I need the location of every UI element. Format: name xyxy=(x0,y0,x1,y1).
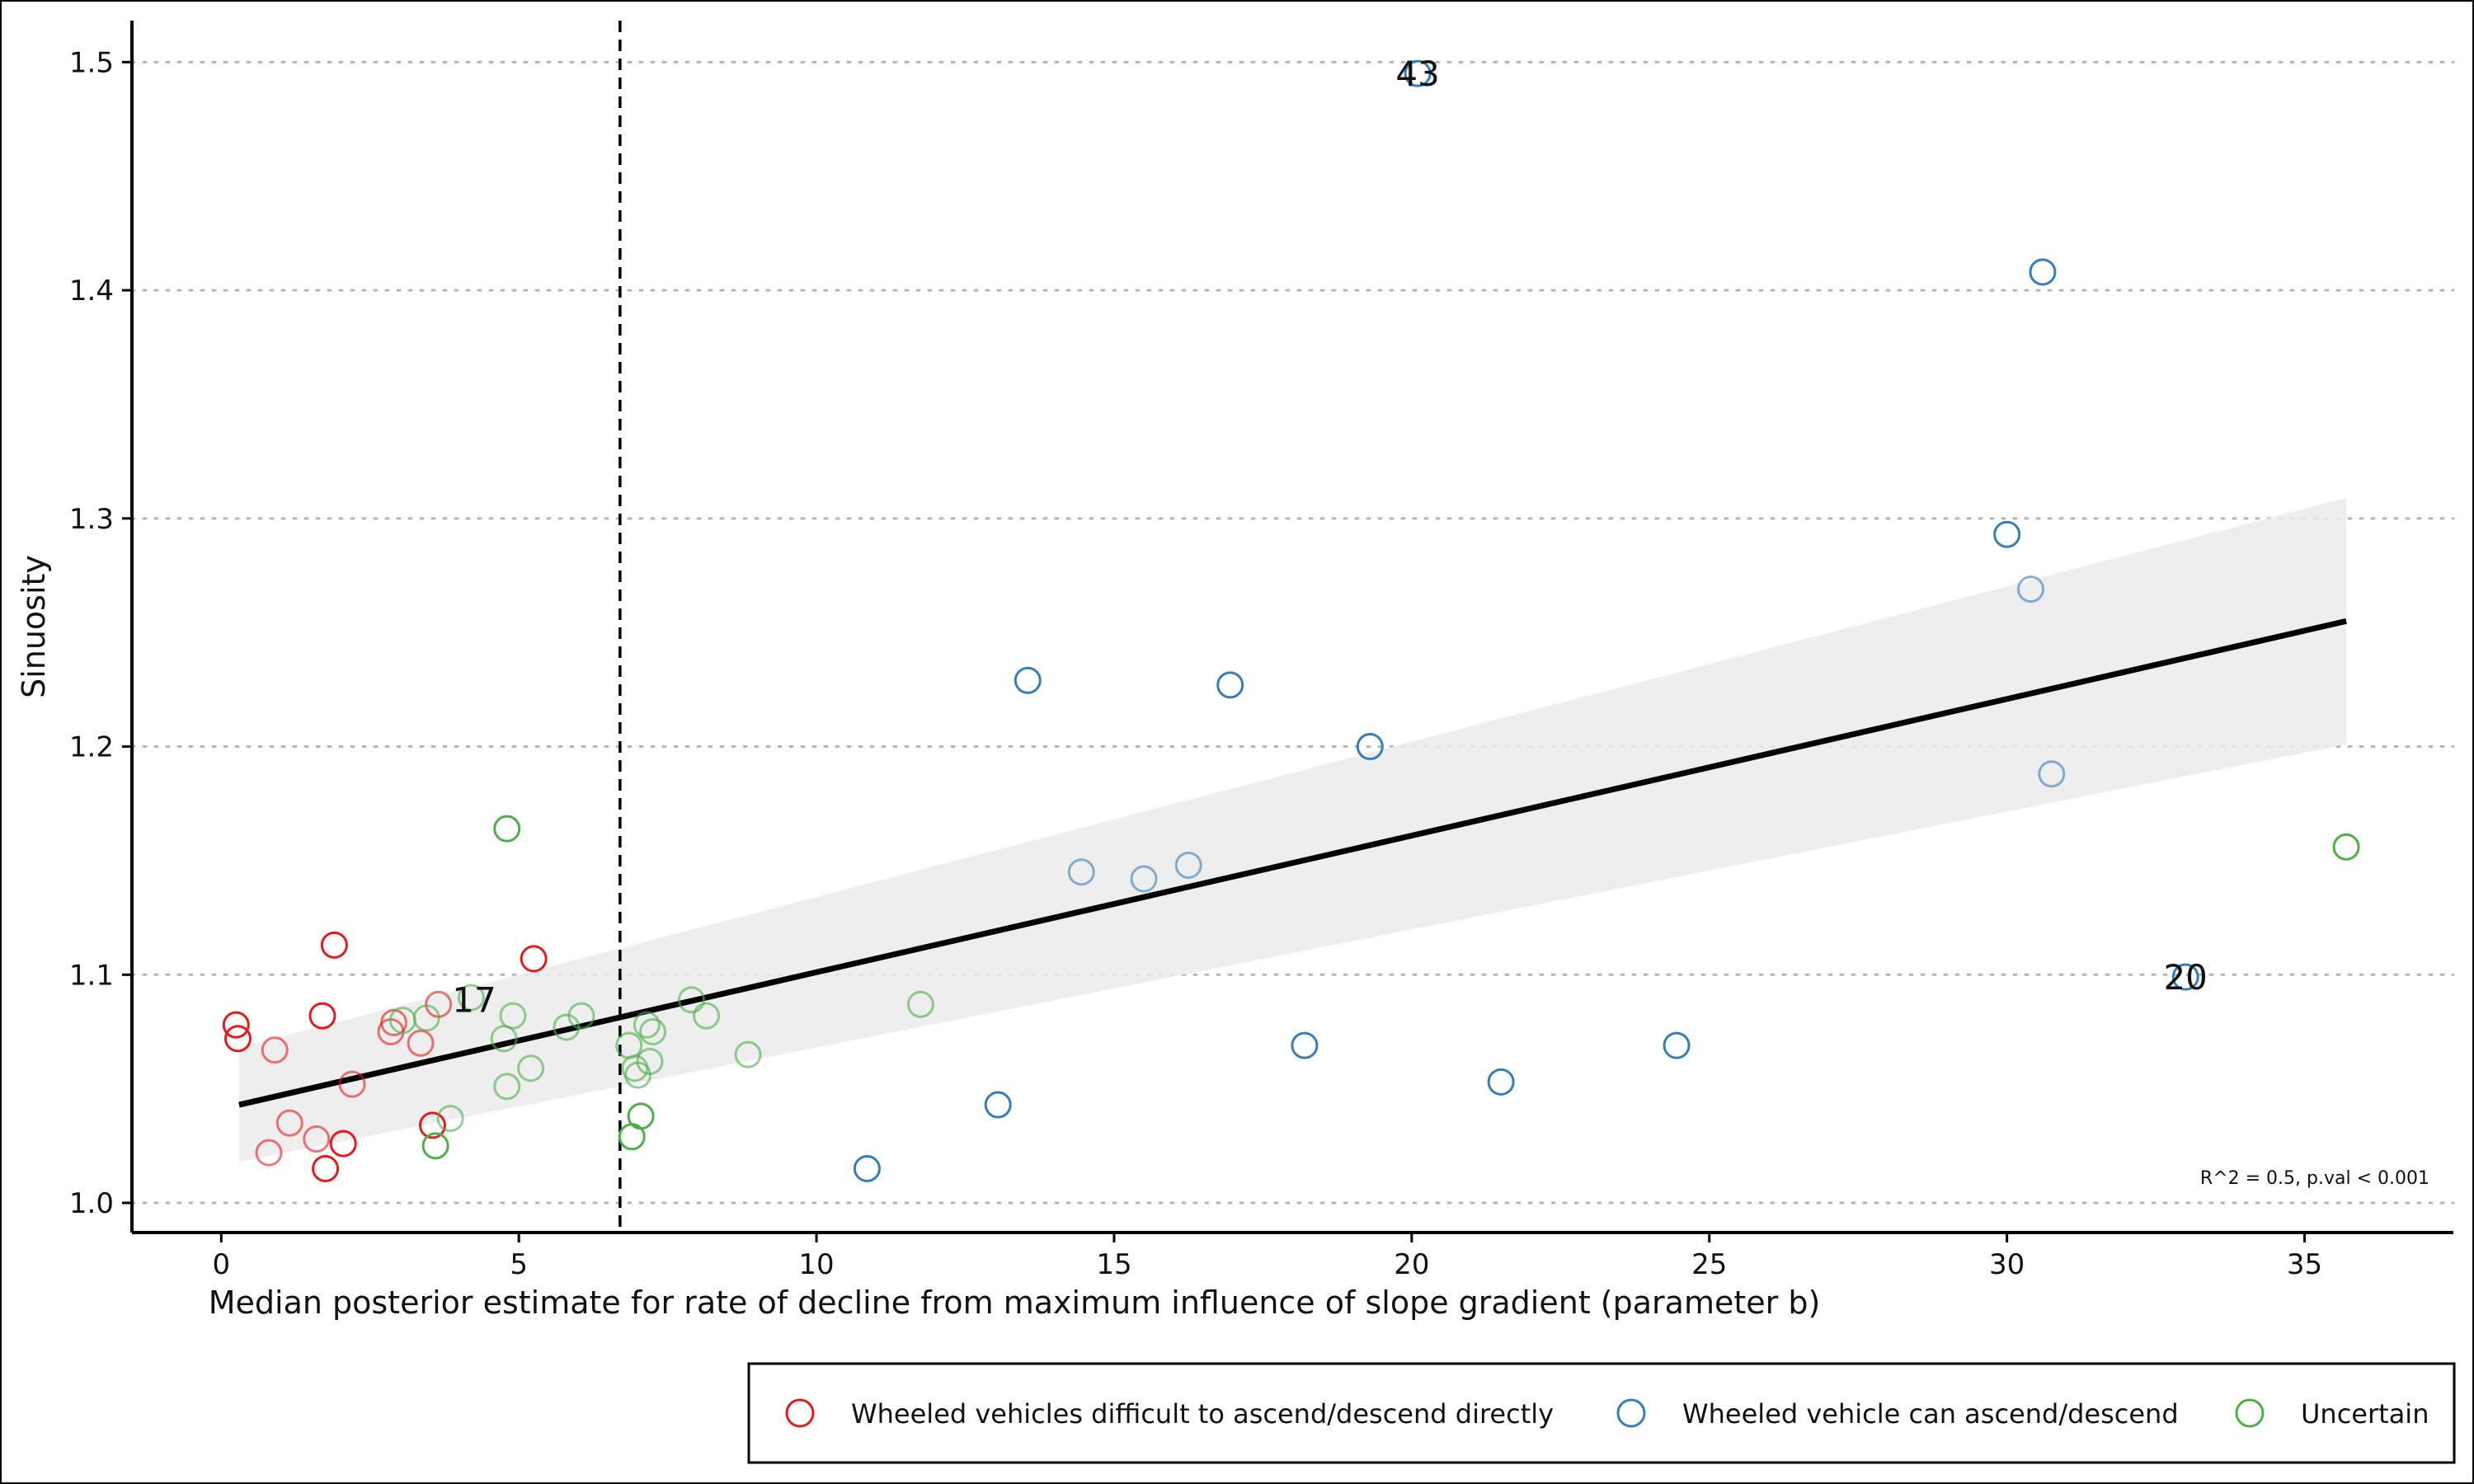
data-point-series-3 xyxy=(517,1054,545,1082)
data-point-series-1 xyxy=(255,1139,283,1167)
data-point-series-3 xyxy=(636,1047,664,1075)
x-tick-label: 15 xyxy=(1096,1248,1131,1281)
data-point-series-2 xyxy=(1067,858,1095,886)
data-point-series-3 xyxy=(493,815,521,843)
fit-annotation: R^2 = 0.5, p.val < 0.001 xyxy=(2200,1168,2429,1189)
legend-label: Wheeled vehicles difficult to ascend/des… xyxy=(851,1398,1554,1430)
data-point-series-2 xyxy=(1014,666,1042,694)
data-point-series-2 xyxy=(2029,258,2057,286)
y-tick-label: 1.1 xyxy=(69,959,114,992)
x-tick-label: 35 xyxy=(2287,1248,2322,1281)
data-point-series-2 xyxy=(1174,851,1202,879)
y-tick-label: 1.4 xyxy=(69,275,114,308)
data-point-series-3 xyxy=(734,1040,762,1068)
data-point-series-2 xyxy=(2171,963,2199,991)
data-point-series-2 xyxy=(2038,760,2066,788)
data-point-series-2 xyxy=(1216,671,1244,699)
data-point-series-1 xyxy=(320,931,348,959)
x-tick-label: 20 xyxy=(1394,1248,1429,1281)
data-points xyxy=(222,59,2360,1183)
confidence-band xyxy=(238,497,2347,1162)
legend-marker xyxy=(2235,1398,2265,1428)
data-point-series-3 xyxy=(693,1002,721,1030)
data-point-series-3 xyxy=(627,1102,655,1130)
y-tick-label: 1.0 xyxy=(69,1187,114,1220)
data-point-series-3 xyxy=(567,1002,595,1030)
x-axis-title: Median posterior estimate for rate of de… xyxy=(209,1284,1821,1321)
point-label: 17 xyxy=(452,980,496,1021)
y-tick-label: 1.5 xyxy=(69,46,114,79)
data-point-series-3 xyxy=(436,1105,464,1133)
data-point-series-1 xyxy=(261,1036,289,1064)
point-label: 20 xyxy=(2163,957,2207,998)
data-point-series-1 xyxy=(303,1125,331,1153)
confidence-band-area xyxy=(238,497,2347,1162)
data-point-series-2 xyxy=(984,1091,1012,1119)
legend: Wheeled vehicles difficult to ascend/des… xyxy=(747,1362,2456,1464)
data-point-series-3 xyxy=(906,990,934,1018)
data-point-series-3 xyxy=(639,1017,667,1045)
data-point-series-2 xyxy=(1130,865,1158,893)
data-point-series-1 xyxy=(223,1025,252,1053)
data-point-series-1 xyxy=(275,1109,303,1137)
point-labels: 43 17 20 xyxy=(452,54,2208,1021)
x-tick-label: 5 xyxy=(510,1248,528,1281)
data-point-series-2 xyxy=(1404,59,1432,87)
data-point-series-3 xyxy=(457,984,485,1012)
tick-labels: 0 5 10 15 20 25 30 35 1.0 1.1 1.2 1.3 1.4 1.5 xyxy=(69,46,2322,1281)
data-point-series-1 xyxy=(312,1155,340,1183)
data-point-series-2 xyxy=(1356,733,1384,761)
data-point-series-1 xyxy=(338,1070,366,1098)
data-point-series-3 xyxy=(421,1132,449,1160)
data-point-series-3 xyxy=(490,1025,518,1053)
data-point-series-1 xyxy=(222,1011,250,1039)
x-tick-label: 30 xyxy=(1989,1248,2025,1281)
x-tick-label: 25 xyxy=(1691,1248,1727,1281)
data-point-series-2 xyxy=(1487,1068,1515,1096)
legend-label: Uncertain xyxy=(2301,1398,2429,1430)
y-axis-title: Sinuosity xyxy=(16,555,52,698)
data-point-series-1 xyxy=(329,1129,357,1158)
data-point-series-3 xyxy=(633,1011,661,1039)
data-point-series-2 xyxy=(1993,520,2021,548)
legend-box xyxy=(747,1362,2456,1464)
data-point-series-3 xyxy=(412,1004,440,1032)
data-point-series-2 xyxy=(2017,575,2045,603)
point-label: 43 xyxy=(1395,54,1439,94)
data-point-series-2 xyxy=(1291,1031,1319,1059)
x-tick-label: 10 xyxy=(798,1248,834,1281)
y-tick-label: 1.2 xyxy=(69,731,114,764)
legend-marker xyxy=(785,1398,815,1428)
data-point-series-1 xyxy=(520,945,548,973)
data-point-series-2 xyxy=(1663,1031,1691,1059)
data-point-series-2 xyxy=(853,1155,881,1183)
data-point-series-1 xyxy=(407,1029,435,1057)
data-point-series-1 xyxy=(419,1111,447,1139)
x-tick-label: 0 xyxy=(212,1248,230,1281)
y-tick-label: 1.3 xyxy=(69,503,114,536)
data-point-series-1 xyxy=(308,1002,336,1030)
data-point-series-3 xyxy=(493,1073,521,1101)
data-point-series-3 xyxy=(2332,833,2360,861)
legend-marker xyxy=(1616,1398,1646,1428)
data-point-series-3 xyxy=(677,986,705,1014)
data-point-series-3 xyxy=(499,1002,527,1030)
legend-label: Wheeled vehicle can ascend/descend xyxy=(1682,1398,2179,1430)
